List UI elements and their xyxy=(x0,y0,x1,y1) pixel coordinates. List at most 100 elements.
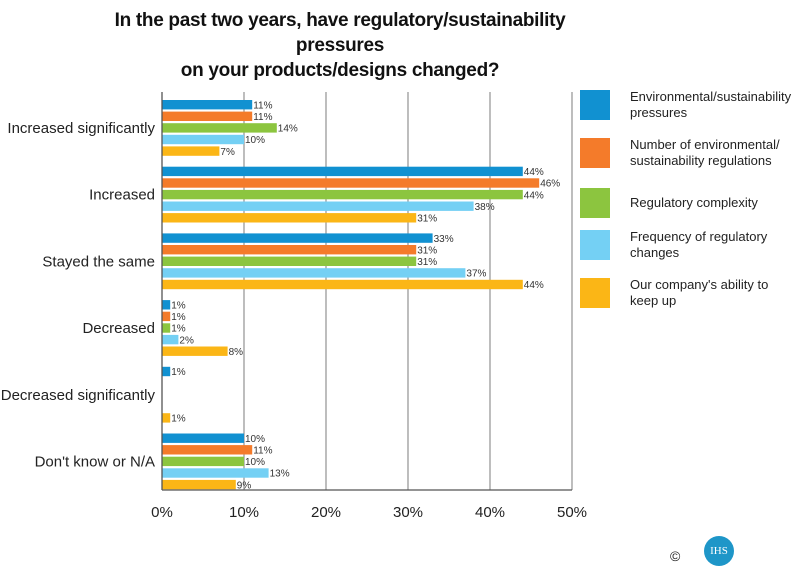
bar xyxy=(162,213,417,223)
bar xyxy=(162,166,523,177)
bar xyxy=(162,134,244,145)
x-tick-label: 10% xyxy=(229,504,259,521)
bar-value-label: 11% xyxy=(253,112,272,123)
bar-value-label: 31% xyxy=(417,245,437,256)
bar xyxy=(162,279,523,290)
bar xyxy=(162,300,171,310)
bar-value-label: 31% xyxy=(417,214,437,225)
legend-label: Number of environmental/sustainability r… xyxy=(630,137,790,169)
bar xyxy=(162,189,523,200)
bar xyxy=(162,479,236,490)
legend-item: Number of environmental/sustainability r… xyxy=(580,136,790,170)
category-label: Decreased significantly xyxy=(1,387,156,404)
bar-value-label: 10% xyxy=(245,457,265,468)
bar-value-label: 11% xyxy=(253,100,272,111)
legend-label: Our company's ability to keep up xyxy=(630,277,790,309)
category-label: Don't know or N/A xyxy=(35,454,155,471)
bar-value-label: 44% xyxy=(524,190,544,201)
bar xyxy=(162,468,269,478)
bar xyxy=(162,323,171,333)
bar-value-label: 31% xyxy=(417,257,437,268)
legend-label-line: Frequency of regulatory xyxy=(630,229,768,244)
bar xyxy=(162,233,433,243)
bar xyxy=(162,123,277,133)
bar xyxy=(162,100,253,110)
bar-value-label: 14% xyxy=(278,124,298,135)
bar-value-label: 9% xyxy=(237,480,252,491)
bar xyxy=(162,366,171,377)
bar-value-label: 1% xyxy=(171,312,186,323)
bar-value-label: 38% xyxy=(475,202,495,213)
ihs-logo: IHS xyxy=(704,536,734,566)
legend-item: Frequency of regulatory changes xyxy=(580,228,790,262)
bar-value-label: 13% xyxy=(270,469,290,480)
legend-swatch xyxy=(580,230,610,260)
legend-label: Environmental/sustainability pressures xyxy=(630,89,792,121)
x-tick-label: 0% xyxy=(151,504,173,521)
legend-label: Regulatory complexity xyxy=(630,195,790,211)
category-label: Increased xyxy=(89,187,155,204)
category-label: Decreased xyxy=(82,320,155,337)
bar-value-label: 10% xyxy=(245,434,265,445)
grid-lines xyxy=(243,92,573,490)
bar-value-label: 7% xyxy=(220,147,235,158)
bar xyxy=(162,334,179,345)
legend-label-line: keep up xyxy=(630,293,677,308)
bar xyxy=(162,178,540,188)
legend-label-line: Regulatory complexity xyxy=(630,195,758,210)
bar xyxy=(162,456,244,467)
x-tick-label: 20% xyxy=(311,504,341,521)
bar-value-label: 2% xyxy=(179,335,194,346)
x-tick-label: 50% xyxy=(557,504,587,521)
bar-value-label: 44% xyxy=(524,167,544,178)
bar xyxy=(162,445,253,455)
legend-item: Regulatory complexity xyxy=(580,186,790,220)
bar xyxy=(162,346,228,356)
legend-label-line: Environmental/sustainability xyxy=(630,89,792,104)
bar xyxy=(162,111,253,121)
bar-value-label: 8% xyxy=(229,347,244,358)
legend-swatch xyxy=(580,278,610,308)
bar xyxy=(162,433,244,443)
bar-value-label: 33% xyxy=(434,234,454,245)
bar-value-label: 11% xyxy=(253,446,272,457)
legend-label-line: Our company's ability to xyxy=(630,277,769,292)
bar-value-label: 1% xyxy=(171,324,186,335)
bar xyxy=(162,146,220,156)
legend-swatch xyxy=(580,90,610,120)
bar-value-label: 46% xyxy=(540,179,560,190)
x-tick-label: 40% xyxy=(475,504,505,521)
legend-item: Our company's ability to keep up xyxy=(580,276,790,310)
bar xyxy=(162,268,466,278)
bar xyxy=(162,311,171,322)
chart-title-line-1: In the past two years, have regulatory/s… xyxy=(114,10,566,56)
legend-label-line: Number of environmental/ xyxy=(630,137,780,152)
legend-label-line: sustainability regulations xyxy=(630,153,772,168)
bar xyxy=(162,245,417,255)
bar-value-label: 1% xyxy=(171,301,186,312)
legend-item: Environmental/sustainability pressures xyxy=(580,88,792,122)
axes: 0% 10% 20% 30% 40% 50% Increased significantly… xyxy=(1,92,587,521)
legend-label-line: pressures xyxy=(630,105,688,120)
bars xyxy=(162,100,540,490)
bar-value-label: 10% xyxy=(245,135,265,146)
chart-title: In the past two years, have regulatory/s… xyxy=(80,8,600,83)
legend-label-line: changes xyxy=(630,245,680,260)
bar xyxy=(162,256,417,266)
category-label: Increased significantly xyxy=(7,120,155,137)
x-tick-label: 30% xyxy=(393,504,423,521)
bar-value-label: 1% xyxy=(171,367,186,378)
bar xyxy=(162,413,171,423)
data-labels: 11%11%14%10%7%44%46%44%38%31%33%31%31%37… xyxy=(171,100,560,491)
bar-value-label: 1% xyxy=(171,414,186,425)
legend-label: Frequency of regulatory changes xyxy=(630,229,790,261)
bar-value-label: 37% xyxy=(466,269,486,280)
legend-swatch xyxy=(580,188,610,218)
chart-title-line-2: on your products/designs changed? xyxy=(180,60,500,81)
category-label: Stayed the same xyxy=(42,253,155,270)
legend-swatch xyxy=(580,138,610,168)
copyright-symbol: © xyxy=(670,548,681,564)
bar xyxy=(162,201,474,211)
bar-value-label: 44% xyxy=(524,280,544,291)
